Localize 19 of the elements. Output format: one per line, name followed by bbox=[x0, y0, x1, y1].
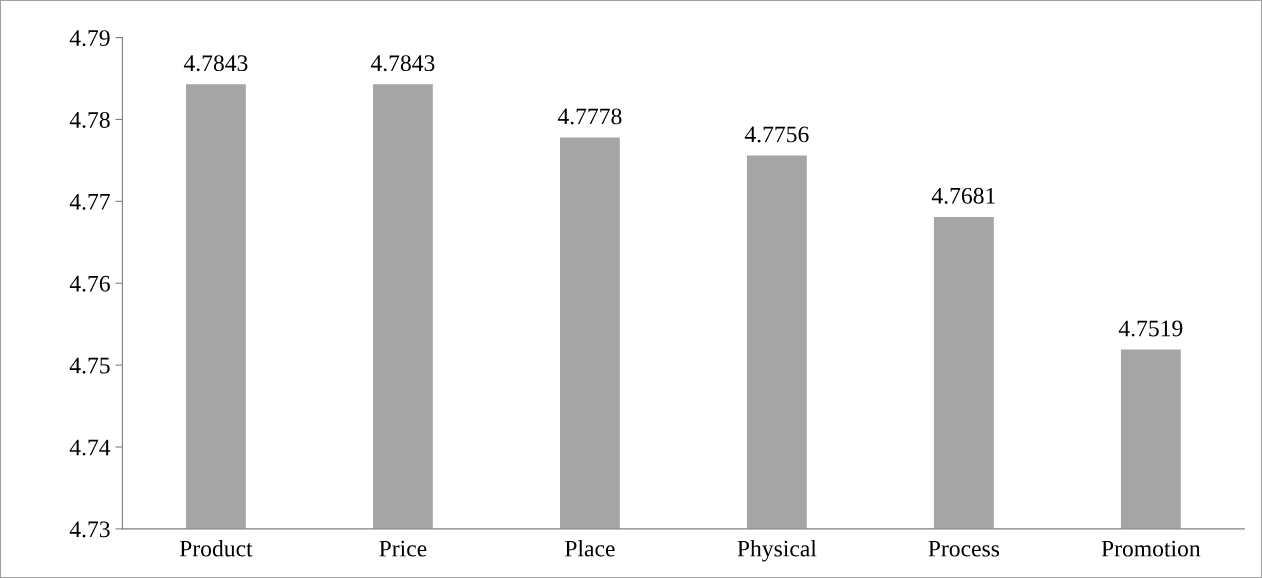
y-tick-label: 4.79 bbox=[69, 30, 110, 47]
x-tick-label: Physical bbox=[737, 539, 817, 562]
data-label: 4.7843 bbox=[183, 55, 248, 72]
x-tick-label: Price bbox=[379, 540, 427, 557]
y-tick-label: 4.76 bbox=[69, 275, 110, 292]
data-label: 4.7843 bbox=[370, 55, 435, 72]
y-tick-label: 4.77 bbox=[69, 193, 110, 210]
x-tick-label: Product bbox=[179, 539, 253, 557]
x-tick-label: Promotion bbox=[1101, 540, 1201, 557]
x-tick-label: Process bbox=[928, 540, 1000, 557]
y-tick-label: 4.74 bbox=[69, 439, 111, 456]
y-tick-label: 4.75 bbox=[69, 357, 110, 374]
data-label: 4.7519 bbox=[1118, 320, 1183, 337]
data-label: 4.7756 bbox=[744, 126, 809, 143]
data-label: 4.7778 bbox=[557, 108, 622, 125]
y-tick-label: 4.73 bbox=[69, 521, 110, 538]
y-tick-label: 4.78 bbox=[69, 111, 110, 128]
x-tick-label: Place bbox=[564, 539, 615, 557]
data-label: 4.7681 bbox=[931, 187, 995, 204]
